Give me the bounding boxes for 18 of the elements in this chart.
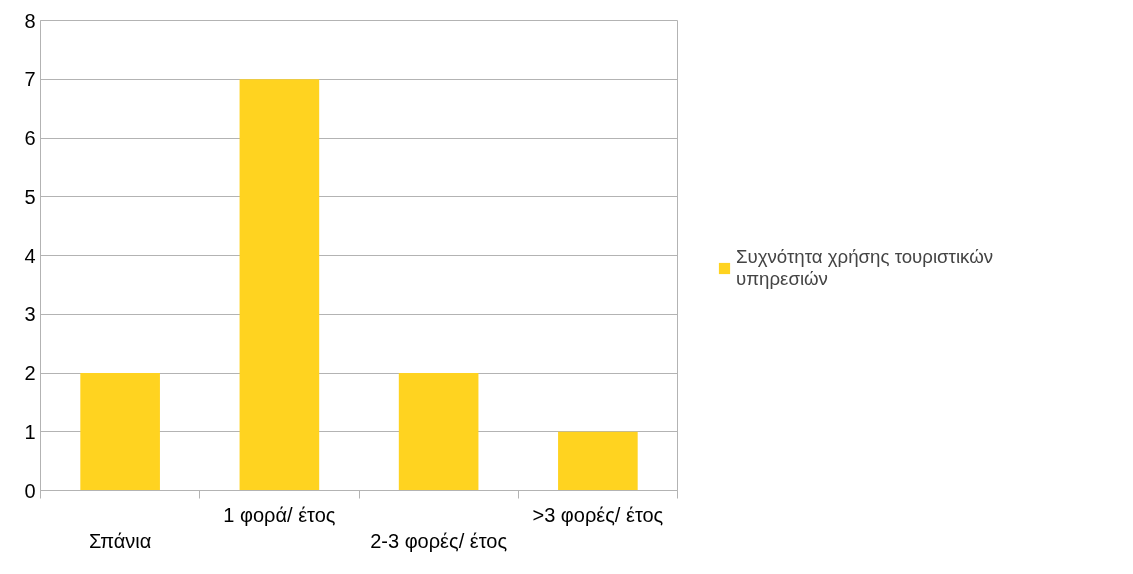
y-tick-label: 1 — [24, 420, 36, 443]
y-tick-label: 3 — [24, 303, 36, 326]
x-tick-label: 1 φορά/ έτος — [223, 503, 336, 526]
x-tick-label: 2-3 φορές/ έτος — [370, 529, 508, 552]
legend-label: Συχνότητα χρήσης τουριστικών υπηρεσιών — [736, 246, 994, 290]
y-tick-label: 7 — [24, 68, 36, 91]
y-tick-label: 6 — [24, 127, 36, 149]
y-tick-label: 2 — [24, 362, 36, 384]
y-tick-label: 8 — [24, 9, 36, 32]
bar — [80, 373, 160, 491]
x-tick-label: Σπάνια — [88, 529, 152, 552]
y-tick-label: 5 — [24, 185, 36, 208]
bar — [398, 373, 479, 491]
y-tick-label: 4 — [24, 244, 36, 267]
y-tick-label: 0 — [24, 479, 36, 502]
bar — [558, 431, 638, 491]
x-tick-label: >3 φορές/ έτος — [532, 503, 664, 526]
bar — [239, 79, 320, 491]
